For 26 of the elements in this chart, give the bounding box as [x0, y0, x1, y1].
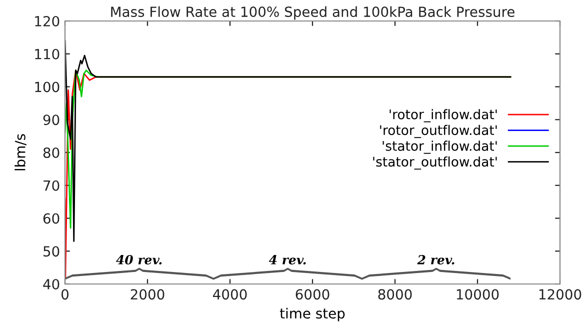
y-tick-label: 70 — [44, 180, 60, 191]
legend-label: 'rotor_inflow.dat' — [390, 109, 497, 122]
legend-label: 'rotor_outflow.dat' — [380, 124, 497, 138]
y-tick-label: 120 — [35, 16, 60, 26]
x-tick-label: 4000 — [213, 289, 247, 300]
y-tick-label: 50 — [44, 246, 60, 257]
x-tick-label: 6000 — [296, 289, 330, 300]
x-tick-label: 2000 — [130, 289, 164, 300]
annotation: 40 rev. — [116, 255, 162, 264]
chart-title: Mass Flow Rate at 100% Speed and 100kPa Back Pressure — [111, 6, 514, 20]
x-axis-title: time step — [280, 308, 345, 322]
legend-label: 'stator_outflow.dat' — [373, 156, 497, 170]
annotation: 2 rev. — [417, 255, 454, 264]
x-tick-label: 0 — [61, 289, 68, 300]
x-tick-label: 8000 — [378, 289, 412, 300]
y-tick-label: 80 — [43, 147, 60, 158]
legend-label: 'stator_inflow.dat' — [382, 140, 497, 154]
y-tick-label: 110 — [35, 48, 60, 60]
y-axis-title: lbm/s — [14, 134, 26, 170]
y-tick-label: 100 — [35, 82, 60, 92]
y-tick-label: 60 — [43, 213, 60, 224]
y-tick-label: 40 — [43, 278, 60, 290]
y-tick-label: 90 — [43, 114, 60, 126]
x-tick-label: 10000 — [456, 289, 499, 300]
x-tick-label: 12000 — [539, 289, 582, 300]
annotation: 4 rev. — [268, 255, 306, 264]
